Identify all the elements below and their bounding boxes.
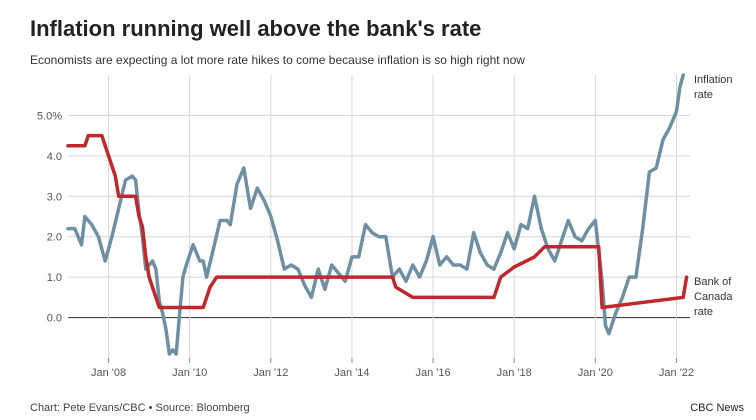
- bank-rate-label: Canada: [694, 291, 733, 303]
- inflation-rate-label: rate: [694, 89, 713, 101]
- y-axis-ticks: 0.0 1.0 2.0 3.0 4.0 5.0%: [37, 110, 62, 324]
- x-tick-label: Jan '22: [659, 367, 694, 379]
- bank-of-canada-rate-line: [66, 133, 689, 310]
- y-tick-label: 2.0: [47, 232, 62, 244]
- chart-title: Inflation running well above the bank's …: [30, 16, 482, 41]
- inflation-rate-line: [66, 73, 685, 356]
- x-tick-label: Jan '16: [416, 367, 451, 379]
- y-tick-label: 0.0: [47, 313, 62, 325]
- bank-rate-label: Bank of: [694, 276, 732, 288]
- x-tick-label: Jan '18: [497, 367, 532, 379]
- brand-label: CBC News: [690, 402, 744, 414]
- series-labels: Inflation rate Bank of Canada rate: [694, 74, 733, 318]
- x-tick-label: Jan '10: [172, 367, 207, 379]
- grid-lines: [68, 75, 690, 358]
- x-tick-label: Jan '20: [578, 367, 613, 379]
- chart-subtitle: Economists are expecting a lot more rate…: [30, 53, 525, 67]
- y-tick-label: 5.0%: [37, 110, 62, 122]
- bank-rate-label: rate: [694, 306, 713, 318]
- y-tick-label: 1.0: [47, 272, 62, 284]
- y-tick-label: 3.0: [47, 191, 62, 203]
- x-tick-label: Jan '08: [91, 367, 126, 379]
- x-tick-label: Jan '12: [253, 367, 288, 379]
- inflation-rate-label: Inflation: [694, 74, 733, 86]
- y-tick-label: 4.0: [47, 151, 62, 163]
- series-lines: [66, 73, 689, 356]
- x-tick-label: Jan '14: [334, 367, 369, 379]
- x-axis-ticks: Jan '08 Jan '10 Jan '12 Jan '14 Jan '16 Jan '…: [91, 358, 694, 379]
- chart-credit: Chart: Pete Evans/CBC • Source: Bloomber…: [30, 402, 250, 414]
